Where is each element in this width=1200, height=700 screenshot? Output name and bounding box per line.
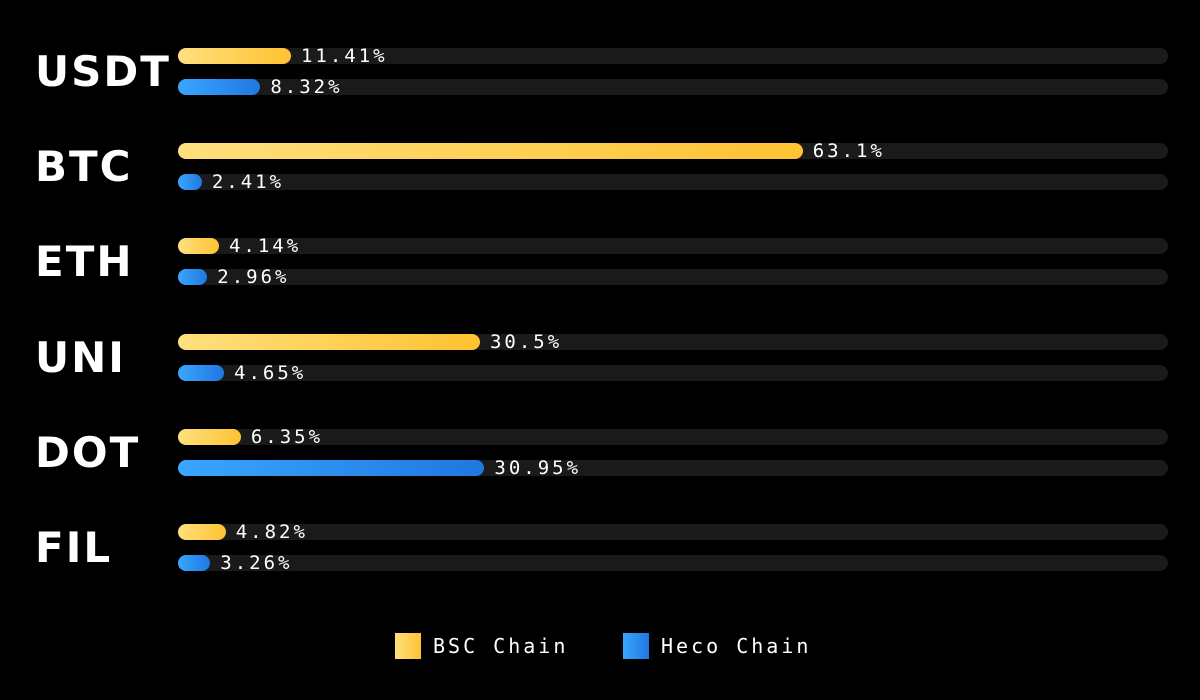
bar-track-uni-heco-chain [178, 364, 1168, 381]
bar-track-fil-heco-chain [178, 555, 1168, 571]
legend-label-bsc-chain: BSC Chain [433, 634, 569, 658]
bar-btc-bsc-chain [178, 143, 803, 160]
chart-legend: BSC Chain Heco Chain [0, 632, 1200, 662]
bar-track-usdt-heco-chain [178, 79, 1168, 95]
bar-track-fil-bsc-chain [178, 524, 1168, 540]
bar-dot-bsc-chain [178, 428, 241, 445]
bar-usdt-heco-chain [178, 79, 261, 95]
bar-eth-heco-chain [178, 269, 208, 286]
value-label-uni-bsc-chain: 30.5% [489, 330, 563, 353]
bar-track-btc-heco-chain [178, 174, 1168, 191]
legend-label-heco-chain: Heco Chain [661, 634, 812, 658]
value-label-usdt-bsc-chain: 11.41% [300, 45, 388, 67]
bar-btc-heco-chain [178, 174, 202, 191]
value-label-dot-heco-chain: 30.95% [494, 456, 582, 479]
value-label-eth-heco-chain: 2.96% [217, 266, 290, 289]
bar-uni-bsc-chain [178, 333, 480, 350]
category-label-eth: ETH [35, 237, 134, 287]
bar-uni-heco-chain [178, 364, 225, 381]
category-label-btc: BTC [35, 142, 133, 192]
bar-track-dot-bsc-chain [178, 428, 1168, 445]
value-label-fil-heco-chain: 3.26% [220, 552, 293, 574]
bar-eth-bsc-chain [178, 238, 219, 255]
bar-track-eth-heco-chain [178, 269, 1168, 286]
category-label-dot: DOT [35, 427, 141, 477]
category-label-usdt: USDT [35, 47, 171, 96]
value-label-usdt-heco-chain: 8.32% [270, 76, 343, 98]
value-label-eth-bsc-chain: 4.14% [228, 235, 302, 258]
bar-track-eth-bsc-chain [178, 238, 1168, 255]
category-label-uni: UNI [35, 332, 126, 382]
value-label-dot-bsc-chain: 6.35% [250, 425, 324, 448]
bar-fil-heco-chain [178, 555, 211, 571]
category-label-fil: FIL [35, 523, 113, 572]
bar-fil-bsc-chain [178, 524, 226, 540]
bar-track-usdt-bsc-chain [178, 48, 1168, 64]
value-label-uni-heco-chain: 4.65% [234, 361, 307, 384]
legend-swatch-heco-chain [623, 633, 649, 659]
value-label-fil-bsc-chain: 4.82% [235, 521, 308, 543]
legend-swatch-bsc-chain [395, 633, 421, 659]
value-label-btc-bsc-chain: 63.1% [812, 140, 885, 163]
value-label-btc-heco-chain: 2.41% [211, 171, 285, 194]
bar-usdt-bsc-chain [178, 48, 291, 64]
bar-dot-heco-chain [178, 459, 485, 476]
